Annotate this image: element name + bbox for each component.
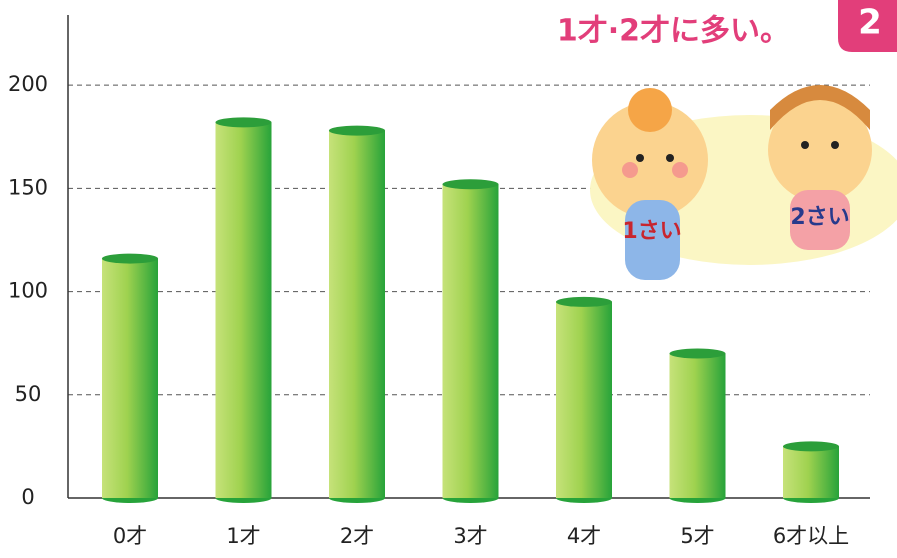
bar-top [329, 126, 385, 136]
bar [102, 259, 158, 498]
bar [329, 131, 385, 498]
y-tick-label: 50 [15, 382, 42, 406]
bar-top [216, 117, 272, 127]
x-tick-label: 3才 [453, 524, 487, 548]
x-tick-label: 4才 [567, 524, 601, 548]
chart: 1さい 2さい 2 1才·2才に多い。 0 50 100 150 200 0才 1才 2才 3才… [0, 0, 897, 558]
illustration-label: 1さい [622, 219, 681, 244]
x-tick-label: 1才 [226, 524, 260, 548]
bar [556, 302, 612, 498]
x-tick-label: 6才以上 [773, 524, 849, 548]
x-tick-label: 2才 [340, 524, 374, 548]
y-tick-label: 200 [8, 72, 48, 96]
illustration: 1さい 2さい [590, 85, 897, 280]
bar-top [443, 179, 499, 189]
bar-top [102, 254, 158, 264]
illustration-label: 2さい [790, 205, 849, 230]
bar-top [556, 297, 612, 307]
y-tick-label: 150 [8, 175, 48, 199]
chart-title: 1才·2才に多い。 [557, 14, 790, 49]
y-tick-label: 0 [21, 485, 34, 509]
x-tick-label: 5才 [680, 524, 714, 548]
bar [216, 122, 272, 498]
y-tick-label: 100 [8, 279, 48, 303]
x-tick-label: 0才 [113, 524, 147, 548]
bar [670, 354, 726, 498]
bar-top [670, 349, 726, 359]
badge: 2 [858, 3, 882, 43]
bar-top [783, 441, 839, 451]
bar [783, 446, 839, 498]
bar [443, 184, 499, 498]
